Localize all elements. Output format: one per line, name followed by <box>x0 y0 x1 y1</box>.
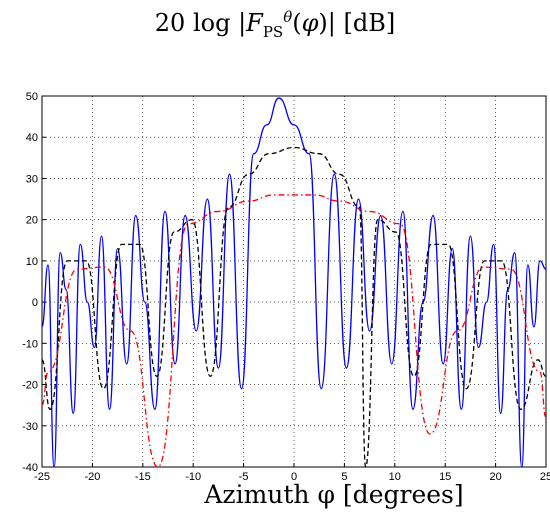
x-axis-title: Azimuth φ [degrees] <box>203 480 463 509</box>
y-tick-label: -40 <box>22 462 38 474</box>
x-tick-label: -10 <box>185 471 201 483</box>
series-line-1 <box>41 97 547 468</box>
y-tick-label: -20 <box>22 380 38 392</box>
x-tick-label: -15 <box>135 471 151 483</box>
x-tick-label: 10 <box>389 471 401 483</box>
y-tick-label: -30 <box>22 421 38 433</box>
y-tick-label: 20 <box>26 215 38 227</box>
series-layer <box>41 97 547 468</box>
y-tick-label: 40 <box>26 132 38 144</box>
y-tick-label: 10 <box>26 256 38 268</box>
y-tick-label: 30 <box>26 173 38 185</box>
x-tick-label: -5 <box>239 471 249 483</box>
x-tick-label: 20 <box>489 471 501 483</box>
x-tick-label: 0 <box>291 471 297 483</box>
x-tick-label: 15 <box>439 471 451 483</box>
y-tick-label: -10 <box>22 338 38 350</box>
chart-title: 20 log |FPSθ(φ)| [dB] <box>154 8 396 41</box>
x-tick-label: -25 <box>34 471 50 483</box>
x-tick-label: 25 <box>540 471 550 483</box>
y-tick-label: 0 <box>32 297 38 309</box>
tick-labels: -25 -20 -15 -10 -5 0 5 10 15 20 25 50 40 30 20 10 0 -10 -2… <box>22 91 550 483</box>
plot-frame <box>41 95 547 468</box>
x-tick-label: 5 <box>341 471 347 483</box>
y-tick-label: 50 <box>26 91 38 103</box>
grid <box>41 95 547 468</box>
series-line-3 <box>41 194 547 468</box>
x-tick-label: -20 <box>84 471 100 483</box>
